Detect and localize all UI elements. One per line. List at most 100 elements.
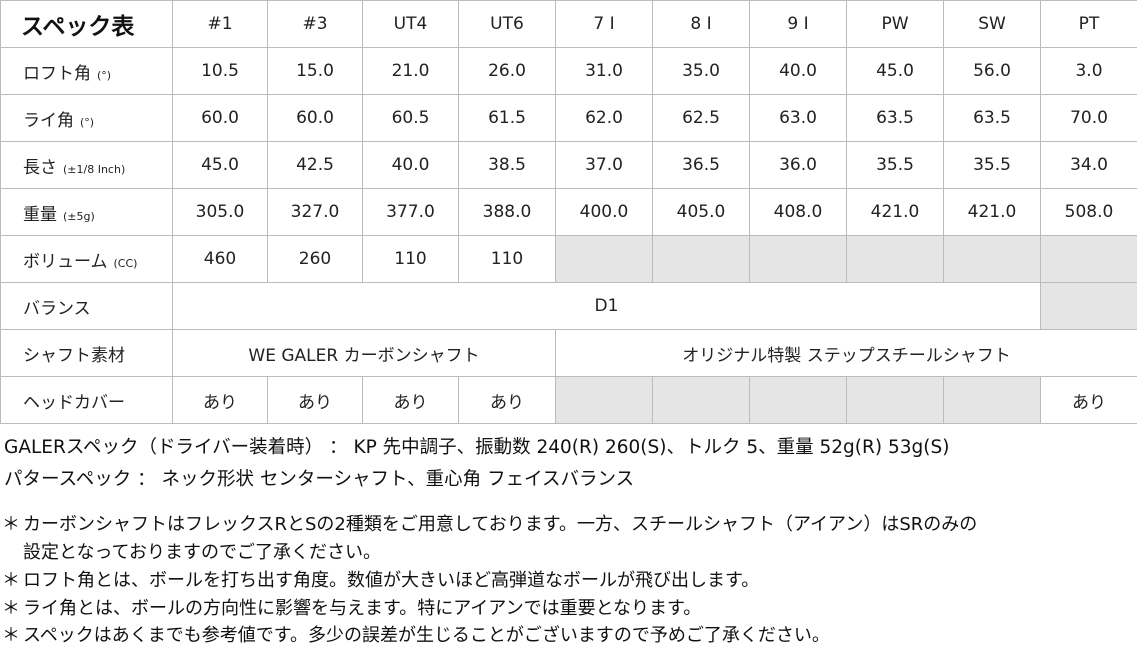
table-cell: 110 (459, 236, 556, 283)
table-cell: 42.5 (268, 142, 363, 189)
row-label-text: シャフト素材 (23, 346, 125, 366)
table-cell: 3.0 (1041, 48, 1137, 95)
row-label-text: 長さ (23, 158, 57, 178)
empty-cell (653, 377, 750, 424)
table-cell: 405.0 (653, 189, 750, 236)
note-shaft: ＊カーボンシャフトはフレックスRとSの2種類をご用意しております。一方、スチール… (2, 510, 977, 536)
table-cell: WE GALER カーボンシャフト (173, 330, 556, 377)
row-label-text: ライ角 (23, 111, 74, 131)
row-label-text: 重量 (23, 205, 57, 225)
asterisk: ＊ (2, 594, 23, 620)
row-label: 重量 (±5g) (1, 189, 173, 236)
empty-cell (556, 236, 653, 283)
table-cell: 31.0 (556, 48, 653, 95)
table-cell: 110 (363, 236, 459, 283)
note-text: スペックはあくまでも参考値です。多少の誤差が生じることがございますので予めご了承… (23, 625, 830, 646)
empty-cell (750, 236, 847, 283)
empty-cell (653, 236, 750, 283)
column-header: UT6 (459, 1, 556, 48)
table-cell: 508.0 (1041, 189, 1137, 236)
column-header: PT (1041, 1, 1137, 48)
table-cell: 36.0 (750, 142, 847, 189)
table-cell: 63.5 (944, 95, 1041, 142)
empty-cell (556, 377, 653, 424)
asterisk: ＊ (2, 566, 23, 592)
row-label-text: ロフト角 (23, 64, 91, 84)
column-header: #3 (268, 1, 363, 48)
table-cell: 45.0 (847, 48, 944, 95)
table-cell: あり (268, 377, 363, 424)
table-cell: 26.0 (459, 48, 556, 95)
empty-cell (1041, 283, 1137, 330)
row-label: バランス (1, 283, 173, 330)
table-cell: 21.0 (363, 48, 459, 95)
table-cell: 56.0 (944, 48, 1041, 95)
note-spec: ＊スペックはあくまでも参考値です。多少の誤差が生じることがございますので予めご了… (2, 621, 830, 647)
row-label: シャフト素材 (1, 330, 173, 377)
galer-spec-text: GALERスペック（ドライバー装着時） ： KP 先中調子、振動数 240(R)… (4, 433, 949, 459)
note-shaft-line1: カーボンシャフトはフレックスRとSの2種類をご用意しております。一方、スチールシ… (23, 514, 977, 535)
table-cell: 388.0 (459, 189, 556, 236)
table-cell: 61.5 (459, 95, 556, 142)
note-text: ロフト角とは、ボールを打ち出す角度。数値が大きいほど高弾道なボールが飛び出します… (23, 570, 759, 591)
empty-cell (847, 236, 944, 283)
note-loft: ＊ロフト角とは、ボールを打ち出す角度。数値が大きいほど高弾道なボールが飛び出しま… (2, 566, 759, 592)
column-header: 7 I (556, 1, 653, 48)
note-lie: ＊ライ角とは、ボールの方向性に影響を与えます。特にアイアンでは重要となります。 (2, 594, 701, 620)
table-title: スペック表 (1, 1, 173, 48)
row-label: ライ角 (°) (1, 95, 173, 142)
row-unit: (±1/8 Inch) (63, 163, 125, 176)
table-cell: 60.0 (173, 95, 268, 142)
note-shaft-line2: 設定となっておりますのでご了承ください。 (23, 538, 381, 564)
table-cell: あり (173, 377, 268, 424)
row-label-text: バランス (23, 299, 91, 319)
row-unit: (±5g) (63, 210, 95, 223)
table-cell: 460 (173, 236, 268, 283)
table-cell: 421.0 (847, 189, 944, 236)
table-cell: 45.0 (173, 142, 268, 189)
column-header: 8 I (653, 1, 750, 48)
table-cell: 260 (268, 236, 363, 283)
table-cell: 60.0 (268, 95, 363, 142)
row-unit: (°) (80, 116, 94, 129)
row-label: ロフト角 (°) (1, 48, 173, 95)
table-cell: 305.0 (173, 189, 268, 236)
table-row: ヘッドカバーありありありありあり (1, 377, 1137, 424)
asterisk: ＊ (2, 510, 23, 536)
row-unit: (°) (97, 69, 111, 82)
table-cell: 36.5 (653, 142, 750, 189)
table-cell: 62.0 (556, 95, 653, 142)
table-cell: 400.0 (556, 189, 653, 236)
table-cell: 70.0 (1041, 95, 1137, 142)
row-label: ボリューム (CC) (1, 236, 173, 283)
column-header: 9 I (750, 1, 847, 48)
empty-cell (944, 377, 1041, 424)
note-text: ライ角とは、ボールの方向性に影響を与えます。特にアイアンでは重要となります。 (23, 598, 701, 619)
row-label: 長さ (±1/8 Inch) (1, 142, 173, 189)
table-cell: 377.0 (363, 189, 459, 236)
table-cell: 10.5 (173, 48, 268, 95)
table-cell: 37.0 (556, 142, 653, 189)
table-cell: 421.0 (944, 189, 1041, 236)
table-cell: オリジナル特製 ステップスチールシャフト (556, 330, 1137, 377)
row-unit: (CC) (114, 257, 138, 270)
table-cell: 40.0 (363, 142, 459, 189)
empty-cell (944, 236, 1041, 283)
table-cell: 35.0 (653, 48, 750, 95)
row-label-text: ボリューム (23, 252, 108, 272)
row-label-text: ヘッドカバー (23, 393, 125, 413)
table-cell: あり (459, 377, 556, 424)
table-cell: 15.0 (268, 48, 363, 95)
table-cell: あり (363, 377, 459, 424)
column-header: UT4 (363, 1, 459, 48)
table-cell: 63.5 (847, 95, 944, 142)
row-label: ヘッドカバー (1, 377, 173, 424)
asterisk: ＊ (2, 621, 23, 647)
table-cell: 60.5 (363, 95, 459, 142)
